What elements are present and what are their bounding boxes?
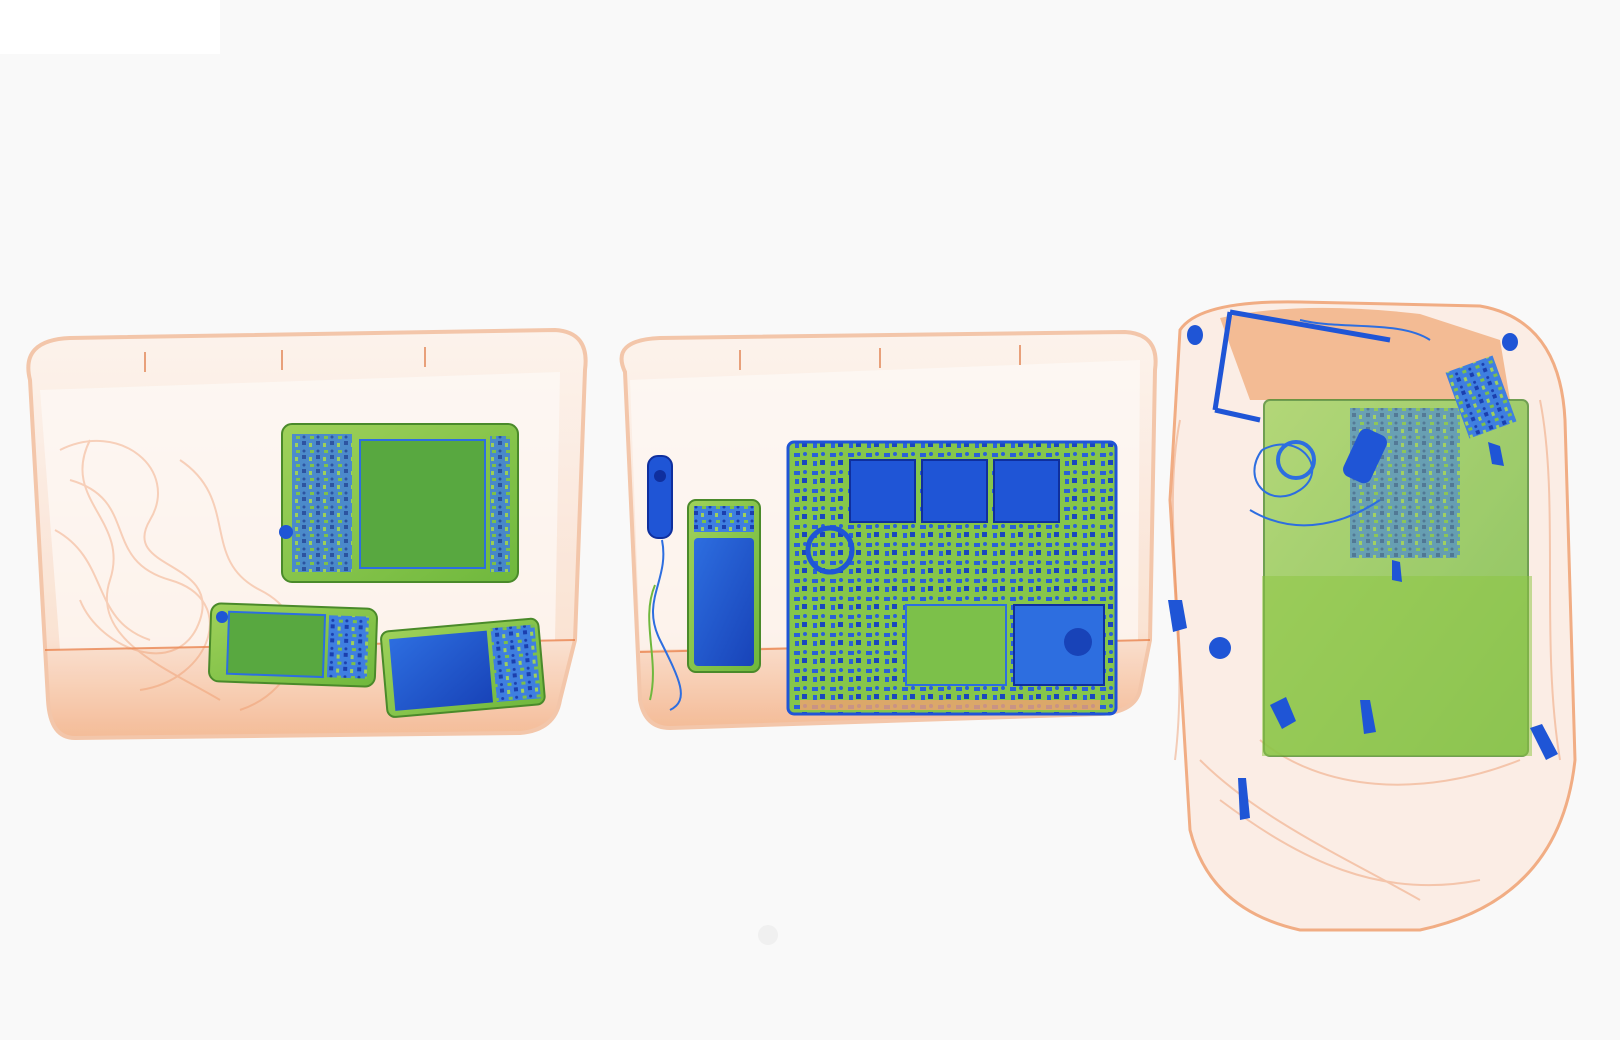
tablet-item [279, 423, 519, 583]
earphones-item [647, 455, 682, 711]
smartphone-item [208, 602, 378, 688]
laptop-item [786, 440, 1118, 716]
pcb-item [1445, 355, 1517, 439]
zipper-item [1168, 325, 1558, 820]
keys-item [1276, 428, 1387, 484]
cable-item [1212, 309, 1391, 423]
corner-patch [0, 0, 220, 54]
smartphone-item [380, 617, 546, 718]
backpack [1168, 300, 1577, 932]
tray-middle [619, 329, 1158, 731]
tray-left [26, 327, 588, 741]
power-bank-item [687, 499, 761, 673]
